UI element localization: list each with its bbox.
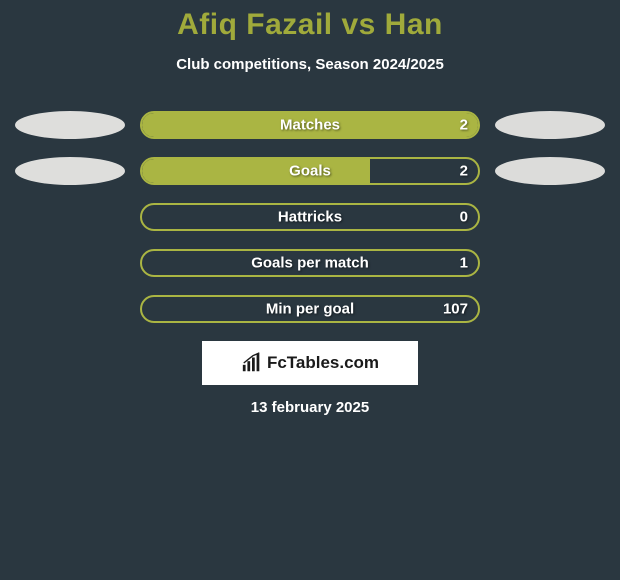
logo-box: FcTables.com [202, 341, 418, 385]
stat-label: Hattricks [142, 209, 478, 226]
stat-value: 0 [460, 209, 468, 226]
date-text: 13 february 2025 [0, 399, 620, 416]
right-ellipse-slot [490, 111, 610, 139]
right-ellipse [495, 111, 605, 139]
right-ellipse-slot [490, 157, 610, 185]
stats-container: Matches2Goals2Hattricks0Goals per match1… [0, 111, 620, 323]
logo-text: FcTables.com [267, 353, 379, 373]
stat-label: Goals [142, 163, 478, 180]
stat-row: Matches2 [0, 111, 620, 139]
stat-bar: Hattricks0 [140, 203, 480, 231]
page-title: Afiq Fazail vs Han [0, 8, 620, 42]
left-ellipse-slot [10, 111, 130, 139]
right-ellipse [495, 157, 605, 185]
stat-label: Matches [142, 117, 478, 134]
page-subtitle: Club competitions, Season 2024/2025 [0, 56, 620, 73]
left-ellipse [15, 157, 125, 185]
stat-row: Goals per match1 [0, 249, 620, 277]
stat-row: Min per goal107 [0, 295, 620, 323]
stat-bar: Min per goal107 [140, 295, 480, 323]
stat-value: 2 [460, 163, 468, 180]
chart-icon [241, 352, 263, 374]
left-ellipse-slot [10, 157, 130, 185]
stat-bar: Goals per match1 [140, 249, 480, 277]
stat-label: Goals per match [142, 255, 478, 272]
left-ellipse [15, 111, 125, 139]
stat-row: Goals2 [0, 157, 620, 185]
stat-bar: Goals2 [140, 157, 480, 185]
stat-value: 107 [443, 301, 468, 318]
stat-label: Min per goal [142, 301, 478, 318]
stat-bar: Matches2 [140, 111, 480, 139]
stat-row: Hattricks0 [0, 203, 620, 231]
stat-value: 2 [460, 117, 468, 134]
stat-value: 1 [460, 255, 468, 272]
